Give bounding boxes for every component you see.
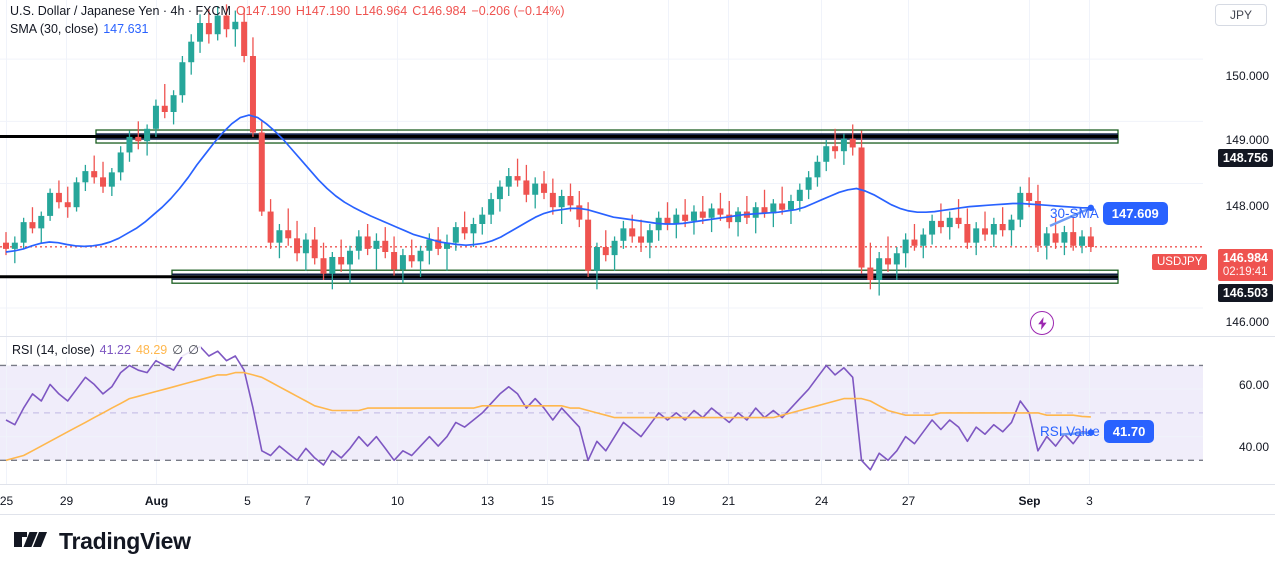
time-tick-sep: Sep (1018, 494, 1041, 508)
rsi-tick-40: 40.00 (1238, 440, 1269, 454)
symbol-price-tag[interactable]: USDJPY (1152, 254, 1208, 270)
time-tick-7: 7 (304, 494, 311, 508)
time-tick-21: 21 (721, 494, 736, 508)
time-tick-27: 27 (901, 494, 916, 508)
legend-low-value: 146.964 (362, 4, 408, 18)
legend-high-label: H (295, 4, 305, 18)
chart-legend-main[interactable]: U.S. Dollar / Japanese Yen · 4h · FXCM O1… (10, 4, 565, 18)
legend-open-value: 147.190 (245, 4, 291, 18)
lightning-bolt-icon[interactable] (1030, 311, 1054, 335)
time-axis[interactable]: 25 29 Aug 5 7 10 13 15 19 21 24 27 Sep 3 (0, 485, 1203, 515)
legend-change: −0.206 (−0.14%) (471, 4, 565, 18)
time-tick-15: 15 (540, 494, 555, 508)
rsi-axis[interactable]: 60.00 40.00 (1203, 337, 1275, 484)
price-pane[interactable] (0, 0, 1203, 336)
sma-legend-label: SMA (30, close) (10, 22, 99, 36)
time-tick-aug: Aug (144, 494, 169, 508)
price-plot (0, 0, 1203, 336)
legend-low-label: L (355, 4, 363, 18)
time-tick-25: 25 (0, 494, 14, 508)
currency-selector[interactable]: JPY (1215, 4, 1267, 26)
current-price-tag[interactable]: 146.984 02:19:41 (1217, 249, 1273, 281)
legend-close-label: C (412, 4, 422, 18)
rsi-plot (0, 337, 1203, 484)
rsi-legend-empty-1: ∅ (172, 343, 184, 357)
price-tick-148: 148.000 (1225, 199, 1269, 213)
rsi-legend-label: RSI (14, close) (12, 343, 95, 357)
annotation-rsi-caption: RSI Value (1040, 424, 1100, 439)
rsi-tick-60: 60.00 (1238, 378, 1269, 392)
current-price-value: 146.984 (1222, 251, 1268, 265)
chart-legend-rsi[interactable]: RSI (14, close) 41.22 48.29 ∅ ∅ (10, 342, 202, 357)
tradingview-mark-icon (14, 528, 50, 555)
legend-close-value: 146.984 (421, 4, 467, 18)
pane-divider[interactable] (0, 336, 1275, 337)
rsi-legend-value: 41.22 (99, 343, 131, 357)
price-tick-146: 146.000 (1225, 315, 1269, 329)
time-tick-29: 29 (59, 494, 74, 508)
tradingview-wordmark: TradingView (59, 528, 191, 554)
time-axis-divider (0, 484, 1275, 485)
resistance-price-tag[interactable]: 148.756 (1217, 149, 1273, 167)
footer-bar: TradingView (0, 515, 1275, 575)
time-tick-24: 24 (814, 494, 829, 508)
time-tick-3: 3 (1086, 494, 1093, 508)
legend-open-label: O (235, 4, 246, 18)
support-price-tag[interactable]: 146.503 (1217, 284, 1273, 302)
price-tick-150: 150.000 (1225, 69, 1269, 83)
annotation-sma-value: 147.609 (1102, 202, 1168, 225)
rsi-legend-ma-value: 48.29 (135, 343, 168, 357)
sma-legend-value: 147.631 (103, 22, 149, 36)
time-tick-5: 5 (244, 494, 251, 508)
bar-countdown: 02:19:41 (1222, 266, 1268, 278)
footer-divider (0, 514, 1275, 515)
annotation-rsi-value: 41.70 (1103, 420, 1155, 443)
price-tick-149: 149.000 (1225, 133, 1269, 147)
time-tick-19: 19 (661, 494, 676, 508)
rsi-pane[interactable] (0, 337, 1203, 484)
axis-corner (1203, 485, 1275, 515)
rsi-legend-empty-2: ∅ (188, 343, 200, 357)
legend-symbol-title[interactable]: U.S. Dollar / Japanese Yen · 4h · FXCM (10, 4, 231, 18)
tradingview-logo[interactable]: TradingView (14, 528, 191, 555)
annotation-sma[interactable]: 30-SMA 147.609 (1050, 202, 1168, 225)
annotation-sma-caption: 30-SMA (1050, 206, 1099, 221)
price-axis[interactable]: JPY 150.000 149.000 148.000 146.000 148.… (1203, 0, 1275, 336)
legend-high-value: 147.190 (304, 4, 351, 18)
chart-legend-sma[interactable]: SMA (30, close) 147.631 (10, 22, 148, 36)
time-tick-10: 10 (390, 494, 405, 508)
time-tick-13: 13 (480, 494, 495, 508)
annotation-rsi[interactable]: RSI Value 41.70 (1040, 420, 1155, 443)
